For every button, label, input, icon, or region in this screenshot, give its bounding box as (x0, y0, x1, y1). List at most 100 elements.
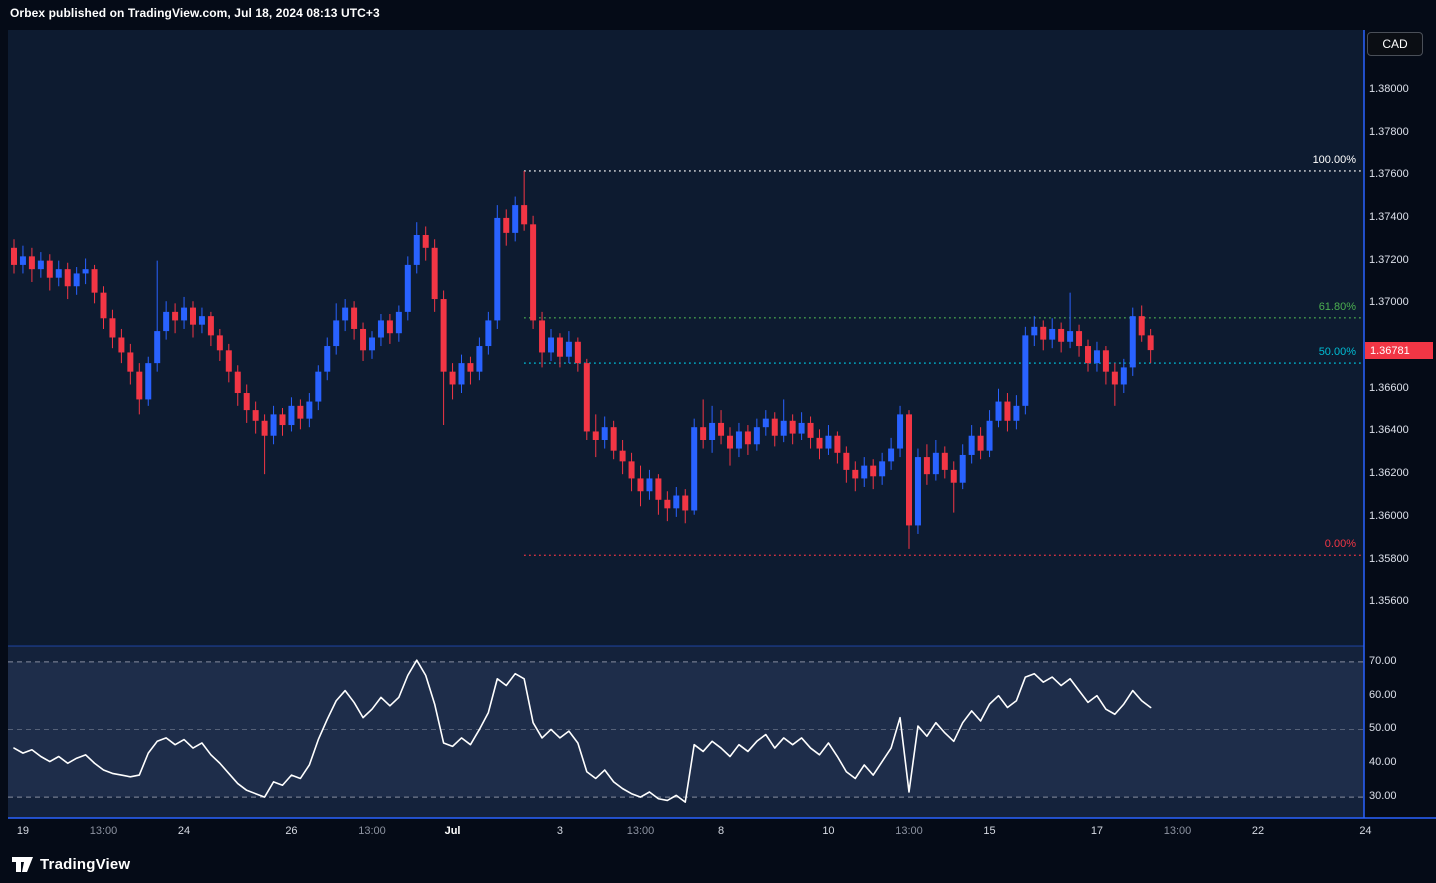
candle-body (225, 350, 232, 372)
candle-body (941, 452, 948, 470)
candle-body (351, 307, 358, 329)
candle-body (950, 469, 957, 483)
candle-body (476, 346, 483, 372)
candle-body (55, 269, 62, 278)
candle-body (1138, 316, 1145, 336)
candle-body (422, 235, 429, 248)
candle-body (682, 495, 689, 511)
candle-body (718, 422, 725, 436)
candle-body (932, 452, 939, 475)
publish-note: Orbex published on TradingView.com, Jul … (10, 6, 380, 20)
candle-body (906, 414, 912, 526)
candle-body (279, 414, 286, 426)
candle-body (369, 337, 375, 351)
candle-body (771, 418, 778, 436)
candle-body (1076, 331, 1083, 347)
candle-body (986, 420, 993, 451)
oscillator-pane-background (8, 646, 1364, 818)
candle-body (1102, 350, 1109, 372)
candle-body (19, 256, 26, 265)
candle-body (521, 205, 528, 225)
candle-body (458, 363, 465, 385)
candle-body (145, 363, 152, 400)
candle-body (574, 341, 581, 364)
candle-body (843, 452, 850, 470)
candle-body (503, 217, 510, 233)
candle-body (288, 405, 295, 426)
candle-body (46, 260, 53, 278)
candle-body (664, 499, 671, 509)
candle-body (28, 256, 35, 270)
candle-body (91, 269, 98, 293)
candle-body (324, 346, 331, 372)
candle-body (1022, 335, 1029, 406)
candle-body (727, 435, 733, 449)
tradingview-logo-text[interactable]: TradingView (40, 855, 131, 873)
candle-body (261, 420, 268, 436)
candle-body (744, 431, 751, 445)
candle-body (234, 371, 241, 394)
candle-body (449, 371, 456, 385)
candle-body (1031, 326, 1038, 336)
candle-body (646, 478, 653, 492)
candle-body (1129, 316, 1136, 368)
candle-body (377, 320, 384, 338)
candle-body (539, 320, 546, 353)
candle-body (888, 448, 895, 462)
candle-body (136, 371, 143, 400)
candle-body (753, 427, 760, 445)
candle-body (1004, 401, 1011, 421)
candle-body (798, 422, 805, 434)
candle-body (583, 363, 590, 432)
candle-body (297, 405, 304, 419)
candle-body (565, 341, 572, 357)
candle-body (73, 273, 80, 287)
candle-body (315, 371, 322, 402)
tradingview-logo-icon[interactable] (12, 856, 33, 872)
candle-body (673, 495, 680, 509)
oscillator-band (8, 661, 1364, 798)
candle-body (243, 393, 250, 411)
candle-body (64, 269, 71, 287)
candle-body (1040, 326, 1047, 340)
candle-body (207, 316, 214, 336)
currency-badge-label: CAD (1382, 37, 1408, 51)
candle-body (306, 401, 313, 419)
candle-body (628, 461, 635, 479)
candle-body (637, 478, 644, 492)
candle-body (216, 335, 223, 351)
candle-body (1120, 367, 1127, 385)
candle-body (494, 217, 501, 321)
candle-body (977, 435, 984, 451)
candle-body (1093, 350, 1100, 364)
candle-body (1067, 331, 1074, 342)
candle-body (252, 410, 259, 421)
candle-body (333, 320, 340, 347)
candle-body (995, 401, 1002, 421)
candle-body (655, 478, 662, 500)
candle-body (1049, 328, 1056, 340)
candle-body (691, 427, 698, 511)
candle-body (592, 431, 599, 440)
candle-body (109, 318, 116, 338)
candle-body (431, 247, 438, 300)
candle-body (395, 311, 402, 334)
candle-body (181, 307, 188, 321)
price-pane-background (8, 30, 1364, 646)
candle-body (440, 299, 447, 372)
candle-body (360, 328, 367, 351)
candle-body (834, 435, 841, 453)
candle-body (1147, 335, 1154, 351)
currency-badge[interactable]: CAD (1367, 32, 1423, 56)
last-price-value: 1.36781 (1370, 344, 1410, 357)
candle-body (530, 224, 537, 321)
candle-body (404, 264, 411, 312)
candle-body (601, 427, 608, 440)
footer-bar: TradingView (12, 852, 130, 876)
candle-body (861, 465, 868, 479)
candle-body (1085, 346, 1091, 364)
candle-body (762, 418, 769, 428)
last-price-badge: 1.36781 (1365, 342, 1433, 360)
